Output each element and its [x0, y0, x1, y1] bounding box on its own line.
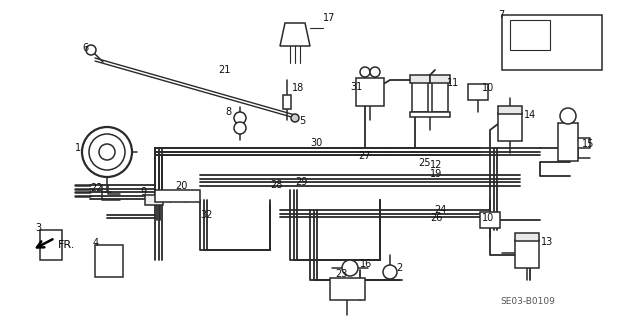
Bar [502, 15, 602, 70]
Bar [510, 20, 550, 50]
Text: 21: 21 [218, 65, 230, 75]
Text: SE03-B0109: SE03-B0109 [500, 298, 555, 307]
Bar [430, 75, 450, 83]
Bar [410, 75, 430, 83]
Bar [515, 233, 539, 241]
Text: 19: 19 [430, 169, 442, 179]
Bar [356, 78, 384, 106]
Text: 7: 7 [498, 10, 504, 20]
Text: 1: 1 [75, 143, 81, 153]
Polygon shape [280, 23, 310, 46]
Text: 25: 25 [418, 158, 431, 168]
Circle shape [291, 114, 299, 122]
Bar [468, 84, 488, 100]
Text: 12: 12 [430, 160, 442, 170]
Text: 16: 16 [360, 259, 372, 269]
Bar [145, 195, 163, 205]
Circle shape [82, 127, 132, 177]
Text: 27: 27 [358, 151, 371, 161]
Text: 11: 11 [447, 78, 460, 88]
Text: 26: 26 [430, 213, 442, 223]
Text: 20: 20 [175, 181, 188, 191]
Bar [480, 212, 500, 228]
Bar [95, 245, 123, 277]
Text: 24: 24 [434, 205, 446, 215]
Circle shape [234, 122, 246, 134]
Text: 10: 10 [482, 213, 494, 223]
Text: 13: 13 [541, 237, 553, 247]
Bar [432, 80, 448, 112]
Text: 3: 3 [35, 223, 41, 233]
Text: 9: 9 [140, 187, 146, 197]
Text: 32: 32 [200, 210, 212, 220]
Circle shape [560, 108, 576, 124]
Circle shape [370, 67, 380, 77]
Text: 6: 6 [82, 43, 88, 53]
Circle shape [383, 265, 397, 279]
Text: 10: 10 [482, 83, 494, 93]
Text: 14: 14 [524, 110, 536, 120]
Text: 17: 17 [323, 13, 335, 23]
Bar [498, 113, 522, 141]
Text: 15: 15 [582, 139, 595, 149]
Circle shape [342, 260, 358, 276]
Bar [498, 106, 522, 114]
Bar [558, 123, 578, 161]
Text: FR.: FR. [58, 240, 76, 250]
Text: 28: 28 [270, 180, 282, 190]
Circle shape [89, 134, 125, 170]
Bar [283, 95, 291, 109]
Circle shape [99, 144, 115, 160]
Text: 4: 4 [93, 238, 99, 248]
Text: 8: 8 [225, 107, 231, 117]
Text: 30: 30 [310, 138, 323, 148]
Bar [412, 80, 428, 112]
Text: 22: 22 [90, 183, 102, 193]
Bar [155, 190, 200, 202]
Text: 31: 31 [350, 82, 362, 92]
Bar [515, 240, 539, 268]
Circle shape [86, 45, 96, 55]
Circle shape [360, 67, 370, 77]
Bar [40, 230, 62, 260]
Circle shape [234, 112, 246, 124]
Text: 29: 29 [295, 177, 307, 187]
Text: 2: 2 [396, 263, 403, 273]
Bar [410, 112, 450, 117]
Bar [330, 278, 365, 300]
Text: 18: 18 [292, 83, 304, 93]
Text: 5: 5 [299, 116, 305, 126]
Text: 23: 23 [335, 269, 348, 279]
